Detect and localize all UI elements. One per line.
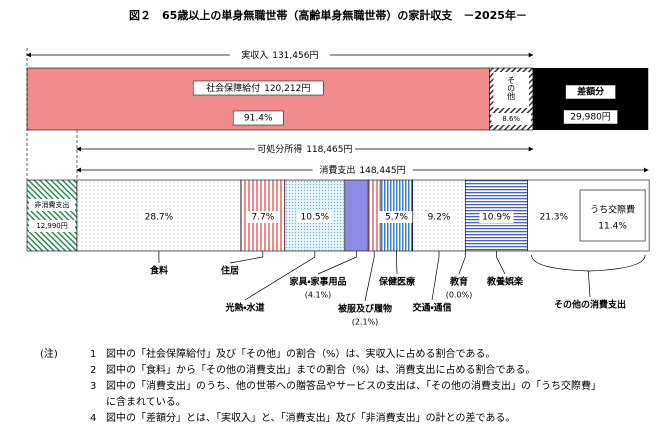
category-share: (4.1%) xyxy=(305,291,332,300)
chart: 図２ 65歳以上の単身無職世帯（高齢単身無職世帯）の家計収支 －2025年－ 実… xyxy=(26,8,650,327)
label-box xyxy=(491,113,531,125)
category-label: 教養娯楽 xyxy=(486,276,524,288)
label-box xyxy=(29,199,75,211)
leader xyxy=(458,251,466,275)
leader xyxy=(229,251,264,264)
non-consumption-name: 非消費支出 xyxy=(34,200,69,209)
entertainment-bar xyxy=(579,189,646,242)
category-label: 交通・通信 xyxy=(412,302,451,314)
note-text: 図中の「社会保障給付」及び「その他」の割合（%）は、実収入に占める割合である。 xyxy=(106,349,496,360)
category-label: 食料 xyxy=(149,265,168,277)
label-bg xyxy=(312,164,413,176)
label-bg xyxy=(229,49,330,61)
category-label: 被服及び履物 xyxy=(337,303,392,315)
label-box xyxy=(379,211,414,223)
category-label: 住居 xyxy=(220,265,239,277)
leader xyxy=(396,251,398,275)
segment-amount: 120,212円 xyxy=(264,83,310,94)
note-text: 図中の「食料」から「その他の消費支出」までの割合（%）は、消費支出に占める割合で… xyxy=(106,365,536,376)
note-label xyxy=(40,379,90,411)
category-label: その他の消費支出 xyxy=(554,299,626,311)
leader xyxy=(364,251,375,302)
segment-share: 8.6% xyxy=(502,115,520,123)
segment-share: 91.4% xyxy=(244,114,273,124)
label-bg xyxy=(254,143,355,155)
note-row: 4 図中の「差額分」とは、「実収入」と、「消費支出」及び「非消費支出」の計との差で… xyxy=(40,411,606,427)
consumption-value: 148,445円 xyxy=(359,165,405,176)
expenditure-bar xyxy=(344,179,369,252)
label-box xyxy=(141,211,176,223)
note-label: (注) xyxy=(40,349,58,360)
note-number: 2 xyxy=(90,365,97,376)
note-number: 3 xyxy=(90,381,97,392)
segment-name: 社会保障給付 xyxy=(206,82,260,94)
leader xyxy=(496,251,506,275)
label-box xyxy=(422,211,457,223)
deficit-value: 29,980円 xyxy=(570,112,611,123)
segment-share: 9.2% xyxy=(428,213,451,223)
disposable-label: 可処分所得 118,465円 xyxy=(257,143,352,155)
segment-share: 21.3% xyxy=(539,213,568,223)
label-box xyxy=(563,109,618,125)
label-box xyxy=(479,211,514,223)
consumption-name: 消費支出 xyxy=(319,164,355,176)
note-text: 図中の「差額分」とは、「実収入」と、「消費支出」及び「非消費支出」の計との差であ… xyxy=(106,413,516,424)
segment-share: 7.7% xyxy=(251,213,274,223)
consumption-label: 消費支出 148,445円 xyxy=(319,164,405,176)
other-income-name: その他 xyxy=(507,76,516,101)
leader xyxy=(244,251,316,301)
label-box xyxy=(297,211,332,223)
income-name: 実収入 xyxy=(241,49,268,61)
note-number: 1 xyxy=(90,349,97,360)
expenditure-bar xyxy=(367,179,381,252)
income-value: 131,456円 xyxy=(272,50,318,61)
note-text: 図中の「消費支出」のうち、他の世帯への贈答品やサービスの支出は、「その他の消費支… xyxy=(106,381,601,408)
note-row: 3 図中の「消費支出」のうち、他の世帯への贈答品やサービスの支出は、「その他の消費… xyxy=(40,379,606,411)
note-row: (注) 1 図中の「社会保障給付」及び「その他」の割合（%）は、実収入に占める割合で… xyxy=(40,347,606,363)
note-row: 2 図中の「食料」から「その他の消費支出」までの割合（%）は、消費支出に占める割合… xyxy=(40,363,606,379)
entertainment-share: 11.4% xyxy=(598,222,627,232)
leader xyxy=(317,251,357,275)
leader xyxy=(431,251,440,301)
segment-share: 10.5% xyxy=(301,213,330,223)
label-box xyxy=(565,84,616,100)
segment-share: 10.9% xyxy=(482,213,511,223)
notes: (注) 1 図中の「社会保障給付」及び「その他」の割合（%）は、実収入に占める割合で… xyxy=(40,347,606,427)
segment-share: 28.7% xyxy=(145,213,174,223)
non-consumption-bar xyxy=(26,179,78,252)
category-label: 光熱・水道 xyxy=(224,302,265,314)
non-consumption-value: 12,990円 xyxy=(36,222,68,230)
label-box xyxy=(192,80,324,96)
disposable-name: 可処分所得 xyxy=(257,143,302,155)
note-label xyxy=(40,363,90,379)
title: 図２ 65歳以上の単身無職世帯（高齢単身無職世帯）の家計収支 －2025年－ xyxy=(129,8,527,22)
bracket xyxy=(531,254,646,298)
disposable-value: 118,465円 xyxy=(306,144,352,155)
label-box xyxy=(493,72,529,108)
note-number: 4 xyxy=(90,413,97,424)
entertainment-name: うち交際費 xyxy=(590,204,635,216)
label-box xyxy=(232,110,284,126)
note-label xyxy=(40,411,90,427)
social-security-label: 社会保障給付 120,212円 xyxy=(206,82,310,94)
segment-share: 5.7% xyxy=(385,213,408,223)
income-label: 実収入 131,456円 xyxy=(241,49,318,61)
category-label: 保健医療 xyxy=(378,276,416,288)
category-share: (0.0%) xyxy=(446,291,473,300)
category-label: 家具・家事用品 xyxy=(289,276,346,288)
category-share: (2.1%) xyxy=(352,318,379,327)
deficit-name: 差額分 xyxy=(577,86,605,98)
label-box xyxy=(29,220,75,232)
category-label: 教育 xyxy=(449,276,468,288)
label-box xyxy=(245,211,280,223)
